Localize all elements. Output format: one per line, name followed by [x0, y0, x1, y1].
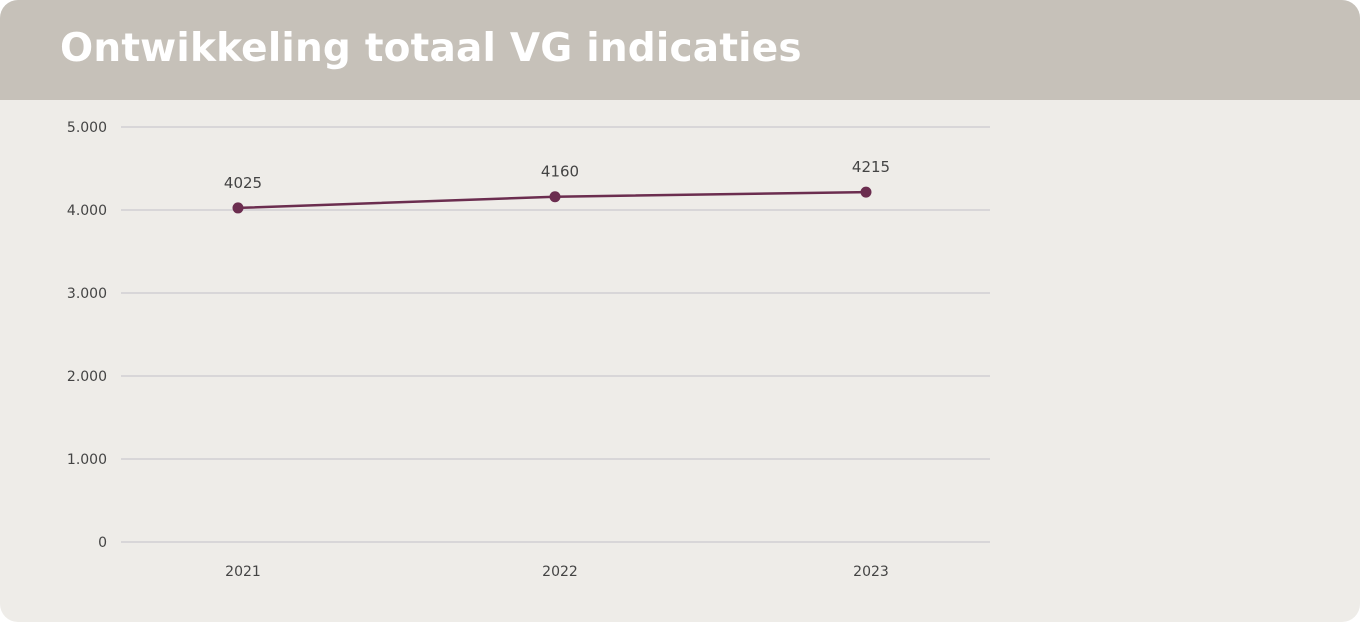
- y-tick-label-5000: 5.000: [67, 120, 107, 136]
- x-tick-label-2023: 2023: [853, 564, 889, 580]
- data-point-2021: [232, 202, 244, 214]
- y-tick-label-0: 0: [98, 535, 107, 551]
- y-axis-ticks: 0 1.000 2.000 3.000 4.000 5.000: [67, 120, 107, 551]
- x-tick-label-2022: 2022: [542, 564, 578, 580]
- y-tick-label-1000: 1.000: [67, 452, 107, 468]
- data-label-2022: 4160: [541, 163, 579, 181]
- data-label-2021: 4025: [224, 174, 262, 192]
- x-axis-ticks: 2021 2022 2023: [225, 564, 889, 580]
- data-point-2022: [549, 191, 561, 203]
- data-label-2023: 4215: [852, 158, 890, 176]
- chart-header: Ontwikkeling totaal VG indicaties: [0, 0, 1360, 100]
- x-tick-label-2021: 2021: [225, 564, 261, 580]
- chart-title: Ontwikkeling totaal VG indicaties: [60, 26, 802, 71]
- y-tick-label-4000: 4.000: [67, 203, 107, 219]
- y-tick-label-3000: 3.000: [67, 286, 107, 302]
- data-point-2023: [860, 186, 872, 198]
- grid-lines: [121, 126, 990, 543]
- series-group: 4025 4160 4215: [224, 158, 890, 214]
- y-tick-label-2000: 2.000: [67, 369, 107, 385]
